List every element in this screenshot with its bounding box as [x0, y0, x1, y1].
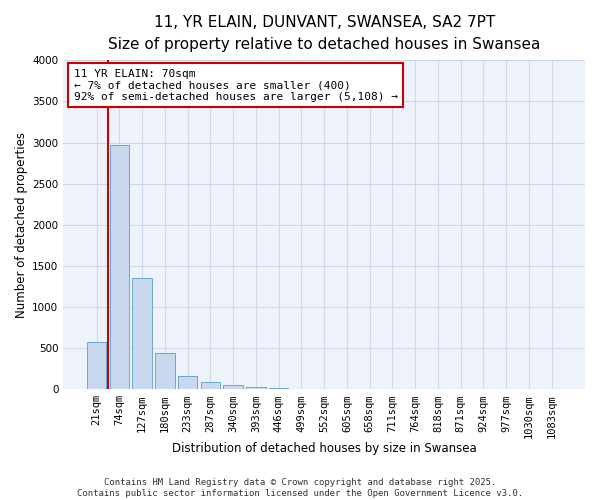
Bar: [87, 342, 106, 389]
Bar: [292, 388, 311, 389]
Bar: [133, 278, 152, 389]
Bar: [178, 376, 197, 389]
Text: Contains HM Land Registry data © Crown copyright and database right 2025.
Contai: Contains HM Land Registry data © Crown c…: [77, 478, 523, 498]
Bar: [110, 145, 129, 389]
X-axis label: Distribution of detached houses by size in Swansea: Distribution of detached houses by size …: [172, 442, 476, 455]
Bar: [155, 353, 175, 389]
Bar: [201, 382, 220, 389]
Text: 11 YR ELAIN: 70sqm
← 7% of detached houses are smaller (400)
92% of semi-detache: 11 YR ELAIN: 70sqm ← 7% of detached hous…: [74, 68, 398, 102]
Bar: [269, 388, 289, 389]
Bar: [246, 387, 266, 389]
Y-axis label: Number of detached properties: Number of detached properties: [15, 132, 28, 318]
Title: 11, YR ELAIN, DUNVANT, SWANSEA, SA2 7PT
Size of property relative to detached ho: 11, YR ELAIN, DUNVANT, SWANSEA, SA2 7PT …: [108, 15, 541, 52]
Bar: [223, 384, 243, 389]
